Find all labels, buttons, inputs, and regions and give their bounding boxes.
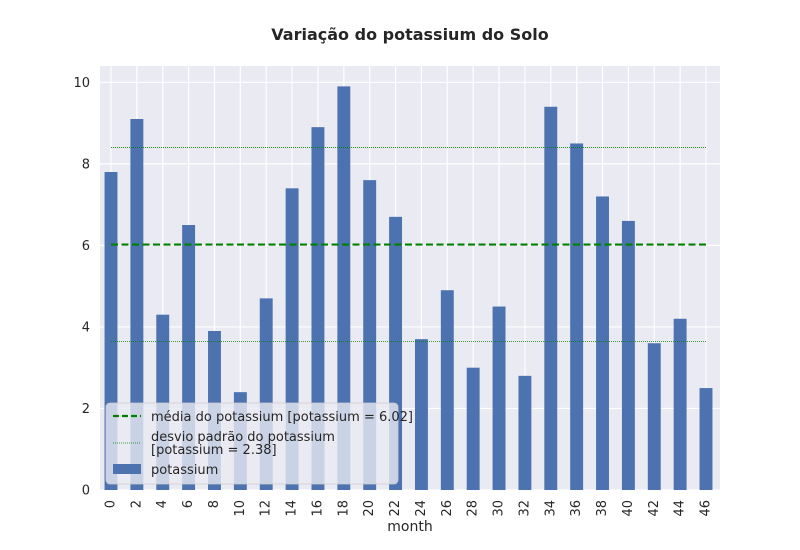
legend-std-label-line1: desvio padrão do potassium bbox=[151, 430, 335, 445]
bar bbox=[699, 388, 713, 490]
chart-title: Variação do potassium do Solo bbox=[271, 25, 548, 44]
bar bbox=[492, 306, 506, 490]
x-tick-label: 12 bbox=[259, 500, 274, 517]
x-tick-label: 32 bbox=[517, 500, 532, 517]
x-tick-label: 28 bbox=[466, 500, 481, 517]
bar bbox=[673, 318, 687, 490]
x-tick-label: 22 bbox=[388, 500, 403, 517]
bar bbox=[130, 119, 144, 490]
x-tick-label: 14 bbox=[285, 500, 300, 517]
x-tick-label: 26 bbox=[440, 500, 455, 517]
legend-box bbox=[105, 402, 399, 485]
y-tick-label: 2 bbox=[82, 402, 90, 417]
legend-bar-swatch bbox=[113, 464, 141, 474]
x-tick-label: 16 bbox=[310, 500, 325, 517]
y-axis-ticks: 0 2 4 6 8 10 bbox=[73, 76, 90, 499]
x-tick-label: 20 bbox=[362, 500, 377, 517]
y-tick-label: 6 bbox=[82, 239, 90, 254]
x-tick-label: 34 bbox=[543, 500, 558, 517]
x-tick-label: 6 bbox=[181, 500, 196, 508]
y-tick-label: 8 bbox=[82, 157, 90, 172]
x-tick-label: 30 bbox=[492, 500, 507, 517]
x-tick-label: 2 bbox=[129, 500, 144, 508]
legend-bar-label: potassium bbox=[151, 463, 218, 478]
x-tick-label: 46 bbox=[699, 500, 714, 517]
x-tick-label: 4 bbox=[155, 500, 170, 508]
bar bbox=[466, 367, 480, 490]
bar bbox=[440, 290, 454, 490]
x-axis-label: month bbox=[387, 519, 432, 535]
bar bbox=[596, 196, 609, 490]
x-tick-label: 24 bbox=[414, 500, 429, 517]
bar bbox=[337, 86, 351, 490]
x-tick-label: 42 bbox=[647, 500, 662, 517]
legend-mean-label: média do potassium [potassium = 6.02] bbox=[151, 410, 413, 425]
legend-std-label-line2: [potassium = 2.38] bbox=[151, 443, 277, 458]
x-tick-label: 38 bbox=[595, 500, 610, 517]
x-tick-label: 0 bbox=[104, 500, 119, 508]
bar bbox=[647, 343, 661, 490]
x-tick-label: 40 bbox=[621, 500, 636, 517]
y-tick-label: 4 bbox=[82, 320, 90, 335]
x-tick-label: 8 bbox=[207, 500, 222, 508]
x-tick-label: 44 bbox=[673, 500, 688, 517]
legend: média do potassium [potassium = 6.02] de… bbox=[105, 402, 413, 485]
y-tick-label: 10 bbox=[73, 76, 90, 91]
x-tick-label: 36 bbox=[569, 500, 584, 517]
x-tick-label: 18 bbox=[336, 500, 351, 517]
x-axis-ticks: 0 2 4 6 8 10 12 14 16 18 20 22 24 26 28 30 32 34 36 38 40 42 4… bbox=[104, 500, 714, 517]
x-tick-label: 10 bbox=[233, 500, 248, 517]
bar bbox=[311, 127, 325, 491]
bar bbox=[414, 339, 428, 490]
y-tick-label: 0 bbox=[82, 484, 90, 499]
reference-lines bbox=[111, 147, 706, 343]
bar bbox=[544, 106, 558, 491]
bar bbox=[518, 375, 532, 490]
bar bbox=[621, 220, 635, 490]
bar bbox=[570, 143, 584, 490]
